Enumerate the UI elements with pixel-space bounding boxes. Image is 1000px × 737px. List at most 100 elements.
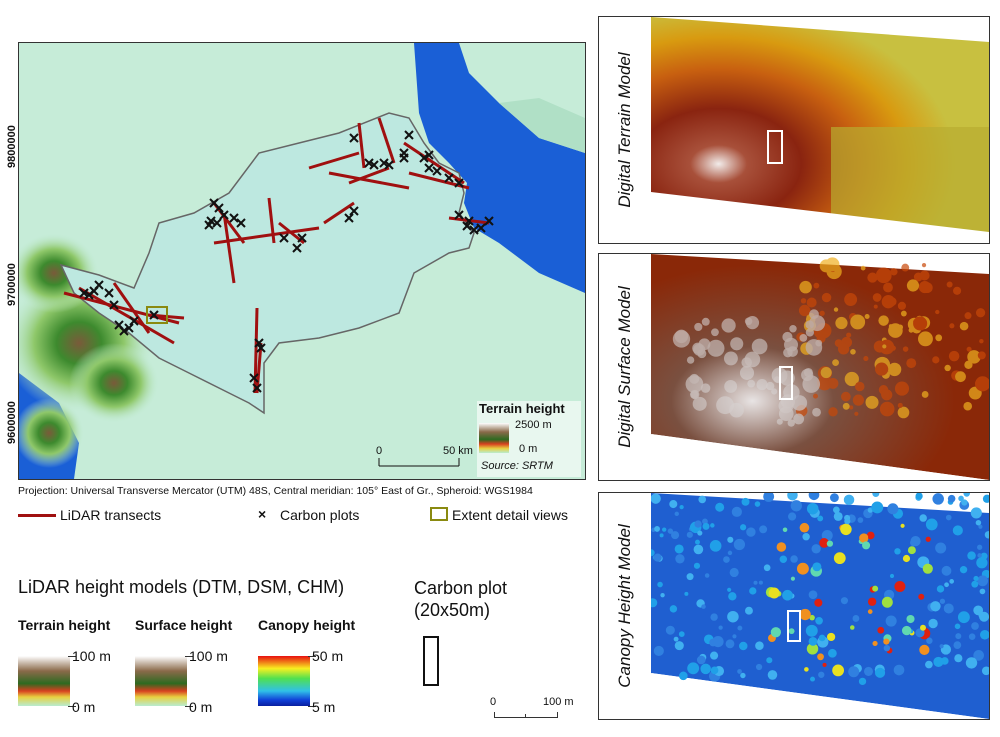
chm-texture bbox=[826, 540, 834, 547]
chm-texture bbox=[828, 648, 837, 658]
dsm-texture bbox=[813, 282, 820, 289]
dsm-texture bbox=[883, 282, 893, 293]
dsm-texture bbox=[890, 268, 898, 276]
chm-texture bbox=[759, 525, 768, 534]
carbon-plot-mark bbox=[229, 213, 239, 223]
chm-texture bbox=[733, 538, 746, 551]
dsm-texture bbox=[844, 371, 859, 387]
legend-transects: LiDAR transects bbox=[60, 507, 162, 523]
dsm-texture bbox=[773, 376, 781, 383]
chm-texture bbox=[919, 644, 930, 655]
carbon-plot-mark bbox=[349, 206, 359, 216]
carbon-plot-mark bbox=[399, 148, 409, 158]
canopy-min: 5 m bbox=[312, 699, 336, 715]
chm-texture bbox=[758, 580, 763, 585]
chm-texture bbox=[806, 643, 819, 655]
chm-texture bbox=[727, 550, 733, 556]
dsm-texture bbox=[739, 365, 755, 380]
chm-texture bbox=[944, 582, 949, 588]
dsm-texture bbox=[756, 379, 768, 391]
carbon-plot-mark bbox=[94, 280, 104, 290]
chm-texture bbox=[862, 541, 871, 550]
chm-texture bbox=[701, 604, 706, 609]
overview-map[interactable]: Terrain height 2500 m 0 m Source: SRTM 0… bbox=[18, 42, 586, 480]
chm-texture bbox=[702, 522, 710, 530]
chm-texture bbox=[939, 598, 946, 604]
chm-texture bbox=[790, 555, 798, 563]
chm-texture bbox=[715, 502, 725, 512]
dsm-texture bbox=[723, 351, 738, 366]
dsm-texture bbox=[809, 315, 826, 332]
chm-texture bbox=[763, 564, 771, 572]
chm-texture bbox=[941, 565, 952, 576]
chm-texture bbox=[754, 501, 761, 507]
chm-texture bbox=[806, 502, 819, 515]
chm-texture bbox=[910, 539, 918, 547]
chm-texture bbox=[796, 562, 809, 575]
dtm-title: Digital Terrain Model bbox=[615, 52, 634, 208]
chm-texture bbox=[768, 587, 780, 599]
chm-texture bbox=[943, 603, 954, 614]
chm-texture bbox=[814, 598, 823, 607]
carbon-plot-mark bbox=[379, 158, 389, 168]
dsm-texture bbox=[975, 376, 989, 392]
chm-texture bbox=[808, 590, 818, 600]
chm-texture bbox=[755, 641, 764, 650]
dsm-texture bbox=[694, 322, 703, 332]
chm-texture bbox=[968, 633, 976, 640]
dsm-texture bbox=[946, 281, 953, 288]
dsm-texture bbox=[860, 265, 866, 271]
chm-texture bbox=[977, 575, 989, 587]
dtm-image bbox=[651, 17, 989, 243]
chm-texture bbox=[770, 627, 782, 638]
dsm-texture bbox=[686, 356, 695, 364]
dsm-texture bbox=[875, 362, 889, 376]
dsm-texture bbox=[865, 395, 879, 409]
chm-texture bbox=[858, 677, 867, 686]
dsm-texture bbox=[791, 395, 808, 411]
chm-texture bbox=[857, 517, 864, 523]
dsm-texture bbox=[863, 356, 869, 362]
dsm-texture bbox=[789, 325, 797, 333]
chm-texture bbox=[863, 666, 874, 676]
chm-panel[interactable]: Canopy Height Model bbox=[598, 492, 990, 720]
carbon-plot-mark bbox=[384, 160, 394, 170]
dsm-texture bbox=[852, 394, 865, 406]
chm-texture bbox=[710, 666, 719, 675]
carbon-plot-mark bbox=[444, 173, 454, 183]
legend-plot-icon: × bbox=[258, 506, 267, 522]
dsm-texture bbox=[955, 371, 966, 383]
dsm-panel[interactable]: Digital Surface Model bbox=[598, 253, 990, 481]
dsm-texture bbox=[964, 312, 972, 320]
carbon-plot-mark bbox=[424, 150, 434, 160]
chm-texture bbox=[832, 664, 845, 677]
carbon-plot-mark bbox=[212, 218, 222, 228]
chm-texture bbox=[727, 536, 734, 543]
chm-texture bbox=[963, 493, 970, 497]
canopy-ramp-tick-top bbox=[308, 656, 316, 657]
dsm-texture bbox=[766, 381, 775, 391]
chm-texture bbox=[651, 598, 658, 608]
lidar-transects bbox=[63, 117, 490, 394]
carbon-plot-mark bbox=[109, 300, 119, 310]
dtm-title-box: Digital Terrain Model bbox=[599, 17, 652, 243]
dsm-texture bbox=[932, 356, 940, 364]
chm-texture bbox=[981, 666, 989, 676]
chm-texture bbox=[925, 518, 938, 531]
chm-texture bbox=[957, 611, 970, 624]
carbon-plot-symbol bbox=[423, 636, 439, 686]
y-tick-9600000: 9600000 bbox=[6, 401, 18, 444]
dsm-texture bbox=[902, 346, 909, 352]
dsm-texture bbox=[721, 318, 736, 333]
dtm-panel[interactable]: Digital Terrain Model bbox=[598, 16, 990, 244]
dsm-texture bbox=[744, 351, 761, 368]
chm-texture bbox=[653, 553, 662, 562]
chm-texture bbox=[815, 616, 823, 625]
dsm-title: Digital Surface Model bbox=[615, 286, 634, 448]
extent-detail-box bbox=[146, 306, 168, 324]
dsm-texture bbox=[935, 334, 943, 342]
terrain-legend-max: 2500 m bbox=[515, 419, 552, 431]
chm-texture bbox=[753, 580, 758, 585]
carbon-plot-mark bbox=[149, 310, 159, 320]
dsm-texture bbox=[798, 304, 811, 317]
